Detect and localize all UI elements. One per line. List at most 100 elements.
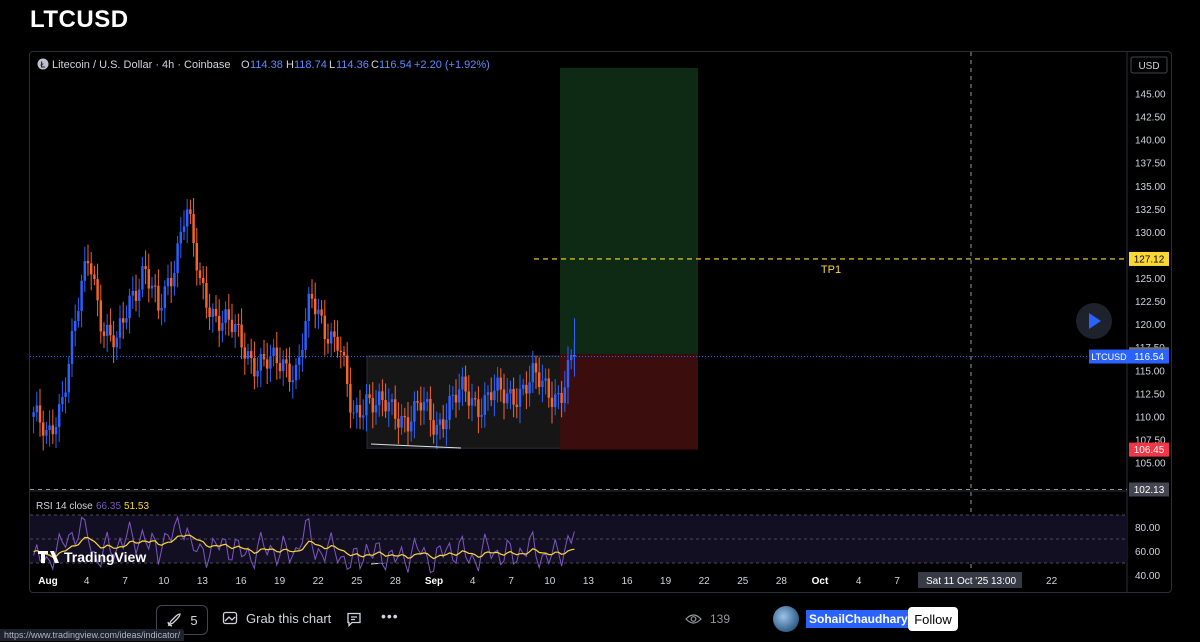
eye-icon xyxy=(685,614,702,624)
candle-body xyxy=(233,324,237,333)
candle-body xyxy=(521,384,525,389)
candle-body xyxy=(109,324,112,336)
rsi-title: RSI 14 close xyxy=(36,501,93,512)
candle-body xyxy=(64,392,67,398)
candle-body xyxy=(269,356,272,369)
candle-body xyxy=(387,402,391,412)
rsi-ma-value: 51.53 xyxy=(124,501,149,512)
candle-body xyxy=(493,390,496,401)
candle-body xyxy=(349,384,352,413)
candle-body xyxy=(221,322,224,331)
price-chart[interactable]: 105.00107.50110.00112.50115.00117.50120.… xyxy=(30,52,1171,592)
candle-body xyxy=(400,415,403,428)
candle-body xyxy=(134,290,138,301)
candle-body xyxy=(310,293,314,299)
views-counter: 139 xyxy=(685,612,730,626)
price-tick-label: 135.00 xyxy=(1135,182,1166,193)
time-tick-label: 22 xyxy=(699,576,711,587)
symbol-legend[interactable]: Ł Litecoin / U.S. Dollar · 4h · Coinbase… xyxy=(37,58,490,72)
replay-play-button[interactable] xyxy=(1076,303,1112,339)
candle-body xyxy=(201,278,205,283)
candle-body xyxy=(259,354,263,371)
legend-o-label: O xyxy=(241,59,250,71)
time-axis[interactable]: Aug 4 7 10 13 16 19 22 25 28 Sep 4 7 10 13 16 19 22 25 28 Oc… xyxy=(38,576,1057,587)
more-button[interactable]: ••• xyxy=(381,608,399,624)
candle-body xyxy=(192,213,195,244)
candle-body xyxy=(333,331,336,337)
candle-body xyxy=(185,209,189,227)
follow-button[interactable]: Follow xyxy=(908,607,958,631)
time-tick-label: Oct xyxy=(812,576,829,587)
candle-body xyxy=(416,401,419,403)
candle-body xyxy=(173,273,176,287)
litecoin-logo-glyph: Ł xyxy=(41,61,46,70)
candle-body xyxy=(54,426,58,435)
time-tick-label: 16 xyxy=(235,576,247,587)
grab-chart-button[interactable]: Grab this chart xyxy=(222,610,331,626)
candle-body xyxy=(477,399,480,417)
chart-panel[interactable]: 105.00107.50110.00112.50115.00117.50120.… xyxy=(29,51,1172,593)
time-tick-label: 22 xyxy=(1046,576,1058,587)
candle-body xyxy=(163,286,167,308)
target-zone xyxy=(560,68,698,355)
candle-body xyxy=(422,401,426,411)
legend-o-value: 114.38 xyxy=(250,59,283,71)
candle-body xyxy=(67,363,71,393)
candle-body xyxy=(406,417,410,432)
candle-body xyxy=(403,415,407,418)
candle-body xyxy=(182,226,186,232)
candle-body xyxy=(99,300,103,332)
candle-body xyxy=(205,282,208,308)
price-badge-value: 116.54 xyxy=(1134,352,1164,363)
candle-body xyxy=(326,339,330,344)
avatar[interactable] xyxy=(773,606,799,632)
candle-body xyxy=(461,376,464,390)
comment-button[interactable] xyxy=(346,611,362,632)
candle-body xyxy=(397,418,400,428)
time-tick-label: 7 xyxy=(894,576,900,587)
price-tick-label: 115.00 xyxy=(1135,366,1165,377)
price-axis[interactable]: 105.00107.50110.00112.50115.00117.50120.… xyxy=(1135,90,1166,470)
candle-body xyxy=(288,363,291,383)
time-tick-label: 13 xyxy=(583,576,595,587)
price-tick-label: 140.00 xyxy=(1135,136,1166,147)
candle-body xyxy=(509,389,512,394)
rsi-value: 66.35 xyxy=(96,501,121,512)
boost-count: 5 xyxy=(190,612,198,628)
candle-body xyxy=(41,422,45,436)
candle-body xyxy=(525,384,528,394)
candle-body xyxy=(505,393,509,404)
price-tick-label: 122.50 xyxy=(1135,297,1166,308)
candle-body xyxy=(77,310,80,321)
candle-body xyxy=(528,382,531,394)
status-bar-url: https://www.tradingview.com/ideas/indica… xyxy=(0,629,185,641)
candle-body xyxy=(419,402,423,411)
tp1-label: TP1 xyxy=(821,264,841,276)
candle-body xyxy=(89,263,93,275)
candle-body xyxy=(166,278,170,287)
candle-body xyxy=(38,405,42,423)
time-tick-label: 22 xyxy=(313,576,325,587)
legend-c-value: 116.54 xyxy=(379,59,412,71)
currency-button[interactable]: USD xyxy=(1130,56,1168,74)
time-tick-label: 19 xyxy=(274,576,286,587)
time-tick-label: 10 xyxy=(544,576,556,587)
candle-body xyxy=(541,380,544,388)
candle-body xyxy=(531,363,535,383)
author-username[interactable]: SohailChaudhary xyxy=(806,610,911,628)
candle-body xyxy=(355,405,359,413)
candle-body xyxy=(470,398,474,406)
candle-body xyxy=(301,349,304,358)
candle-body xyxy=(304,321,307,350)
candle-body xyxy=(112,335,115,348)
date-tooltip-time: 13:00 xyxy=(991,576,1016,587)
candle-body xyxy=(438,419,442,425)
candle-body xyxy=(317,309,320,315)
price-tick-label: 132.50 xyxy=(1135,205,1166,216)
candle-body xyxy=(285,359,288,364)
candles-group xyxy=(32,197,576,451)
rsi-tick-60: 60.00 xyxy=(1135,547,1160,558)
page-title: LTCUSD xyxy=(30,6,129,33)
candle-body xyxy=(253,358,256,377)
price-tick-label: 145.00 xyxy=(1135,90,1166,101)
